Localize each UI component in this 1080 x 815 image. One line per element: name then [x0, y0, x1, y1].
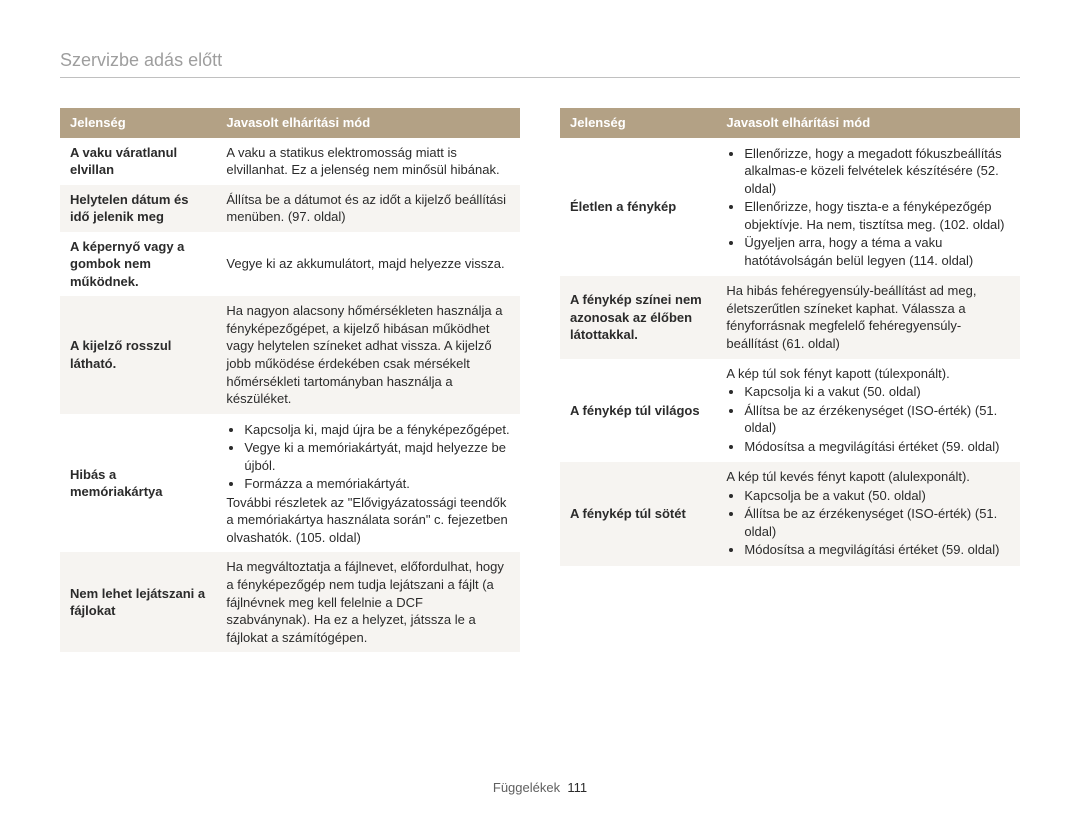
remedy-cell: Állítsa be a dátumot és az időt a kijelz… — [216, 185, 520, 232]
content-columns: Jelenség Javasolt elhárítási mód A vaku … — [60, 108, 1020, 772]
page-footer: Függelékek 111 — [60, 772, 1020, 795]
remedy-list-item: Ügyeljen arra, hogy a téma a vaku hatótá… — [744, 234, 1010, 269]
remedy-cell: A kép túl sok fényt kapott (túlexponált)… — [716, 359, 1020, 463]
table-row: Hibás a memóriakártya Kapcsolja ki, majd … — [60, 414, 520, 553]
remedy-intro: A kép túl sok fényt kapott (túlexponált)… — [726, 365, 1010, 383]
remedy-list-item: Állítsa be az érzékenységet (ISO-érték) … — [744, 402, 1010, 437]
table-head: Jelenség Javasolt elhárítási mód — [560, 108, 1020, 138]
remedy-list-item: Ellenőrizze, hogy tiszta-e a fényképezőg… — [744, 198, 1010, 233]
table-row: Életlen a fénykép Ellenőrizze, hogy a meg… — [560, 138, 1020, 277]
footer-page-number: 111 — [567, 780, 587, 795]
symptom-cell: Életlen a fénykép — [560, 138, 716, 277]
right-column: Jelenség Javasolt elhárítási mód Életlen… — [560, 108, 1020, 772]
remedy-list-item: Kapcsolja be a vakut (50. oldal) — [744, 487, 1010, 505]
symptom-cell: A fénykép túl sötét — [560, 462, 716, 566]
table-head: Jelenség Javasolt elhárítási mód — [60, 108, 520, 138]
remedy-cell: Kapcsolja ki, majd újra be a fényképezőg… — [216, 414, 520, 553]
table-row: A fénykép színei nem azonosak az élőben … — [560, 276, 1020, 358]
remedy-list-item: Módosítsa a megvilágítási értéket (59. o… — [744, 438, 1010, 456]
remedy-list-item: Formázza a memóriakártyát. — [244, 475, 510, 493]
symptom-cell: Helytelen dátum és idő jelenik meg — [60, 185, 216, 232]
remedy-list-item: Kapcsolja ki, majd újra be a fényképezőg… — [244, 421, 510, 439]
remedy-cell: Vegye ki az akkumulátort, majd helyezze … — [216, 232, 520, 297]
footer-label: Függelékek — [493, 780, 560, 795]
remedy-list-item: Vegye ki a memóriakártyát, majd helyezze… — [244, 439, 510, 474]
remedy-list: Ellenőrizze, hogy a megadott fókuszbeáll… — [726, 145, 1010, 270]
symptom-cell: A képernyő vagy a gombok nem működnek. — [60, 232, 216, 297]
symptom-cell: A vaku váratlanul elvillan — [60, 138, 216, 185]
remedy-cell: A vaku a statikus elektromosság miatt is… — [216, 138, 520, 185]
remedy-cell: Ellenőrizze, hogy a megadott fókuszbeáll… — [716, 138, 1020, 277]
remedy-intro: A kép túl kevés fényt kapott (alulexponá… — [726, 468, 1010, 486]
remedy-cell: Ha megváltoztatja a fájlnevet, előfordul… — [216, 552, 520, 652]
remedy-list: Kapcsolja ki a vakut (50. oldal)Állítsa … — [726, 383, 1010, 455]
symptom-cell: Hibás a memóriakártya — [60, 414, 216, 553]
table-row: A vaku váratlanul elvillanA vaku a stati… — [60, 138, 520, 185]
troubleshoot-table-right: Jelenség Javasolt elhárítási mód Életlen… — [560, 108, 1020, 566]
col-symptom: Jelenség — [60, 108, 216, 138]
remedy-list-item: Ellenőrizze, hogy a megadott fókuszbeáll… — [744, 145, 1010, 198]
symptom-cell: Nem lehet lejátszani a fájlokat — [60, 552, 216, 652]
table-row: A fénykép túl sötét A kép túl kevés fényt… — [560, 462, 1020, 566]
col-symptom: Jelenség — [560, 108, 716, 138]
table-row: A fénykép túl világos A kép túl sok fényt… — [560, 359, 1020, 463]
remedy-cell: Ha hibás fehéregyensúly-beállítást ad me… — [716, 276, 1020, 358]
remedy-list-item: Állítsa be az érzékenységet (ISO-érték) … — [744, 505, 1010, 540]
symptom-cell: A fénykép színei nem azonosak az élőben … — [560, 276, 716, 358]
remedy-list: Kapcsolja ki, majd újra be a fényképezőg… — [226, 421, 510, 493]
remedy-list-item: Módosítsa a megvilágítási értéket (59. o… — [744, 541, 1010, 559]
table-row: A kijelző rosszul látható.Ha nagyon alac… — [60, 296, 520, 413]
col-remedy: Javasolt elhárítási mód — [216, 108, 520, 138]
remedy-cell: A kép túl kevés fényt kapott (alulexponá… — [716, 462, 1020, 566]
troubleshoot-table-left: Jelenség Javasolt elhárítási mód A vaku … — [60, 108, 520, 652]
left-column: Jelenség Javasolt elhárítási mód A vaku … — [60, 108, 520, 772]
symptom-cell: A fénykép túl világos — [560, 359, 716, 463]
remedy-list: Kapcsolja be a vakut (50. oldal)Állítsa … — [726, 487, 1010, 559]
remedy-outro: További részletek az "Elővigyázatossági … — [226, 494, 510, 547]
symptom-cell: A kijelző rosszul látható. — [60, 296, 216, 413]
page-title: Szervizbe adás előtt — [60, 50, 1020, 78]
remedy-list-item: Kapcsolja ki a vakut (50. oldal) — [744, 383, 1010, 401]
table-row: A képernyő vagy a gombok nem működnek.Ve… — [60, 232, 520, 297]
remedy-cell: Ha nagyon alacsony hőmérsékleten használ… — [216, 296, 520, 413]
col-remedy: Javasolt elhárítási mód — [716, 108, 1020, 138]
table-row: Helytelen dátum és idő jelenik megÁllíts… — [60, 185, 520, 232]
table-row: Nem lehet lejátszani a fájlokatHa megvál… — [60, 552, 520, 652]
